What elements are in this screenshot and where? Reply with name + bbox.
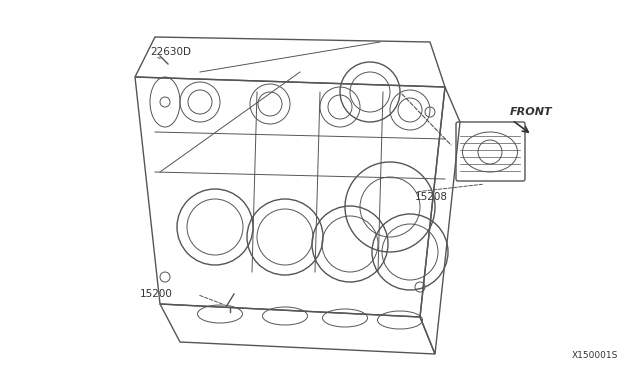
Text: 15208: 15208 xyxy=(415,192,448,202)
Text: 22630D: 22630D xyxy=(150,47,191,57)
Text: 15200: 15200 xyxy=(140,289,173,299)
Text: X150001S: X150001S xyxy=(572,351,618,360)
Text: FRONT: FRONT xyxy=(510,107,552,117)
